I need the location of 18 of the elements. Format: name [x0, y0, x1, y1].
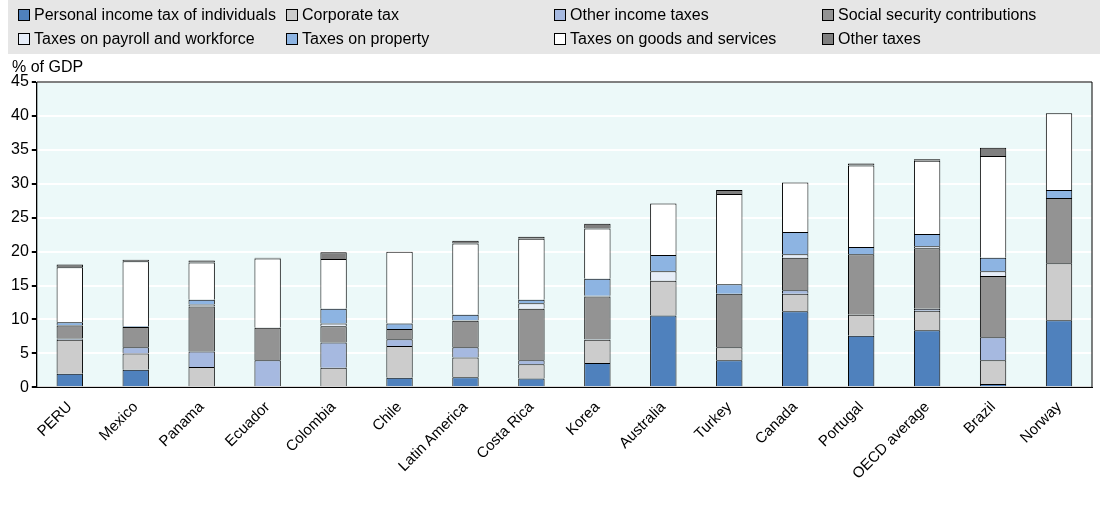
y-tick-label: 30 [11, 174, 29, 192]
y-tick-label: 20 [11, 242, 29, 260]
legend-label: Taxes on goods and services [570, 30, 777, 48]
y-tick-label: 0 [19, 377, 29, 395]
y-tick-label: 10 [11, 309, 29, 327]
y-tick-label: 45 [11, 72, 29, 90]
y-tick-label: 5 [19, 343, 29, 361]
y-tick-label: 15 [11, 275, 29, 293]
legend-label: Taxes on property [302, 30, 430, 48]
y-tick-label: 35 [11, 140, 29, 158]
legend-label: Other taxes [838, 30, 921, 48]
legend-label: Other income taxes [570, 6, 709, 24]
legend-label: Corporate tax [302, 6, 399, 24]
legend-label: Taxes on payroll and workforce [34, 30, 255, 48]
y-tick-label: 40 [11, 106, 29, 124]
legend-label: Social security contributions [838, 6, 1037, 24]
y-tick-label: 25 [11, 208, 29, 226]
legend-label: Personal income tax of individuals [34, 6, 276, 24]
